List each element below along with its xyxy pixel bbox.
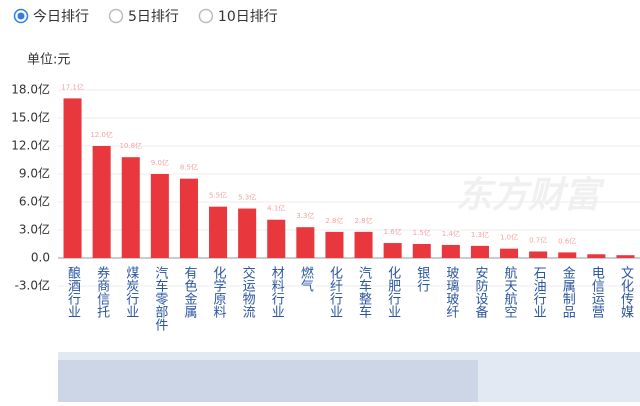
value-label: 12.0亿 [90, 130, 113, 139]
bar [121, 157, 140, 258]
bar [296, 227, 315, 258]
x-tick-label: 券商信托 [94, 265, 110, 318]
value-label: 3.3亿 [296, 211, 314, 220]
x-tick-label: 石油行业 [531, 266, 547, 318]
y-tick-label: 15.0亿 [11, 110, 50, 125]
x-tick-label: 汽车整车 [356, 266, 372, 318]
bar [238, 208, 257, 258]
x-tick-label: 电信运营 [589, 266, 605, 318]
bar [179, 178, 198, 258]
value-label: 1.3亿 [471, 230, 489, 239]
value-label: 0.6亿 [558, 236, 576, 245]
value-label: 1.0亿 [500, 233, 518, 242]
watermark: 东方财富 [456, 175, 605, 216]
bar [558, 252, 577, 258]
value-label: 17.1亿 [61, 82, 84, 91]
x-tick-label: 金属制品 [560, 265, 576, 318]
radio-label[interactable]: 今日排行 [33, 9, 89, 25]
value-label: 2.8亿 [325, 216, 343, 225]
x-tick-label: 化肥行业 [385, 266, 401, 318]
scrollbar-window[interactable] [58, 360, 478, 402]
x-tick-label: 航天航空 [502, 265, 518, 318]
value-label: 5.3亿 [238, 193, 256, 202]
y-tick-label: 9.0亿 [19, 166, 50, 181]
y-tick-label: 12.0亿 [11, 138, 50, 153]
bar [383, 243, 402, 258]
bar [63, 98, 82, 259]
value-label: 1.6亿 [384, 227, 402, 236]
value-label: 8.5亿 [180, 163, 198, 172]
radio-button[interactable] [198, 8, 214, 24]
x-tick-label: 文化传媒 [618, 266, 634, 318]
x-tick-label: 汽车零部件 [152, 266, 168, 331]
x-tick-label: 煤炭行业 [123, 266, 139, 318]
y-tick-label: 18.0亿 [11, 82, 50, 97]
unit-label: 单位:元 [27, 53, 70, 68]
bar [470, 245, 489, 258]
bar [92, 146, 111, 258]
y-tick-label: 3.0亿 [19, 222, 50, 237]
bar [412, 244, 431, 258]
bar [500, 248, 519, 258]
radio-label[interactable]: 10日排行 [218, 9, 278, 25]
value-label: 10.8亿 [119, 141, 142, 150]
radio-label[interactable]: 5日排行 [128, 9, 179, 25]
x-tick-label: 化纤行业 [327, 266, 343, 318]
bar [354, 231, 373, 258]
bar [267, 219, 286, 258]
x-tick-label: 交运物流 [240, 265, 256, 318]
y-tick-label: 6.0亿 [19, 194, 50, 209]
x-tick-label: 有色金属 [181, 266, 197, 319]
x-tick-label: 玻璃玻纤 [443, 266, 459, 318]
y-tick-label: 0.0 [31, 251, 50, 265]
value-label: 0.7亿 [529, 235, 547, 244]
bar [529, 251, 548, 258]
bar [209, 206, 228, 258]
y-tick-label: -3.0亿 [15, 278, 50, 293]
bar [587, 254, 606, 258]
x-tick-label: 安防设备 [472, 266, 488, 319]
bar [441, 244, 460, 258]
bar [616, 255, 635, 258]
value-label: 1.4亿 [442, 229, 460, 238]
x-tick-label: 银行 [414, 266, 430, 293]
x-tick-label: 材料行业 [269, 266, 285, 318]
x-tick-label: 燃气 [298, 265, 314, 292]
value-label: 9.0亿 [151, 158, 169, 167]
value-label: 2.8亿 [354, 216, 372, 225]
x-tick-label: 化学原料 [211, 266, 227, 318]
value-label: 1.5亿 [413, 228, 431, 237]
value-label: 5.5亿 [209, 191, 227, 200]
radio-button[interactable] [108, 8, 124, 24]
value-label: 4.1亿 [267, 204, 285, 213]
bar [325, 231, 344, 258]
x-tick-label: 酿酒行业 [65, 265, 81, 318]
radio-dot[interactable] [17, 12, 25, 20]
bar [150, 174, 169, 258]
